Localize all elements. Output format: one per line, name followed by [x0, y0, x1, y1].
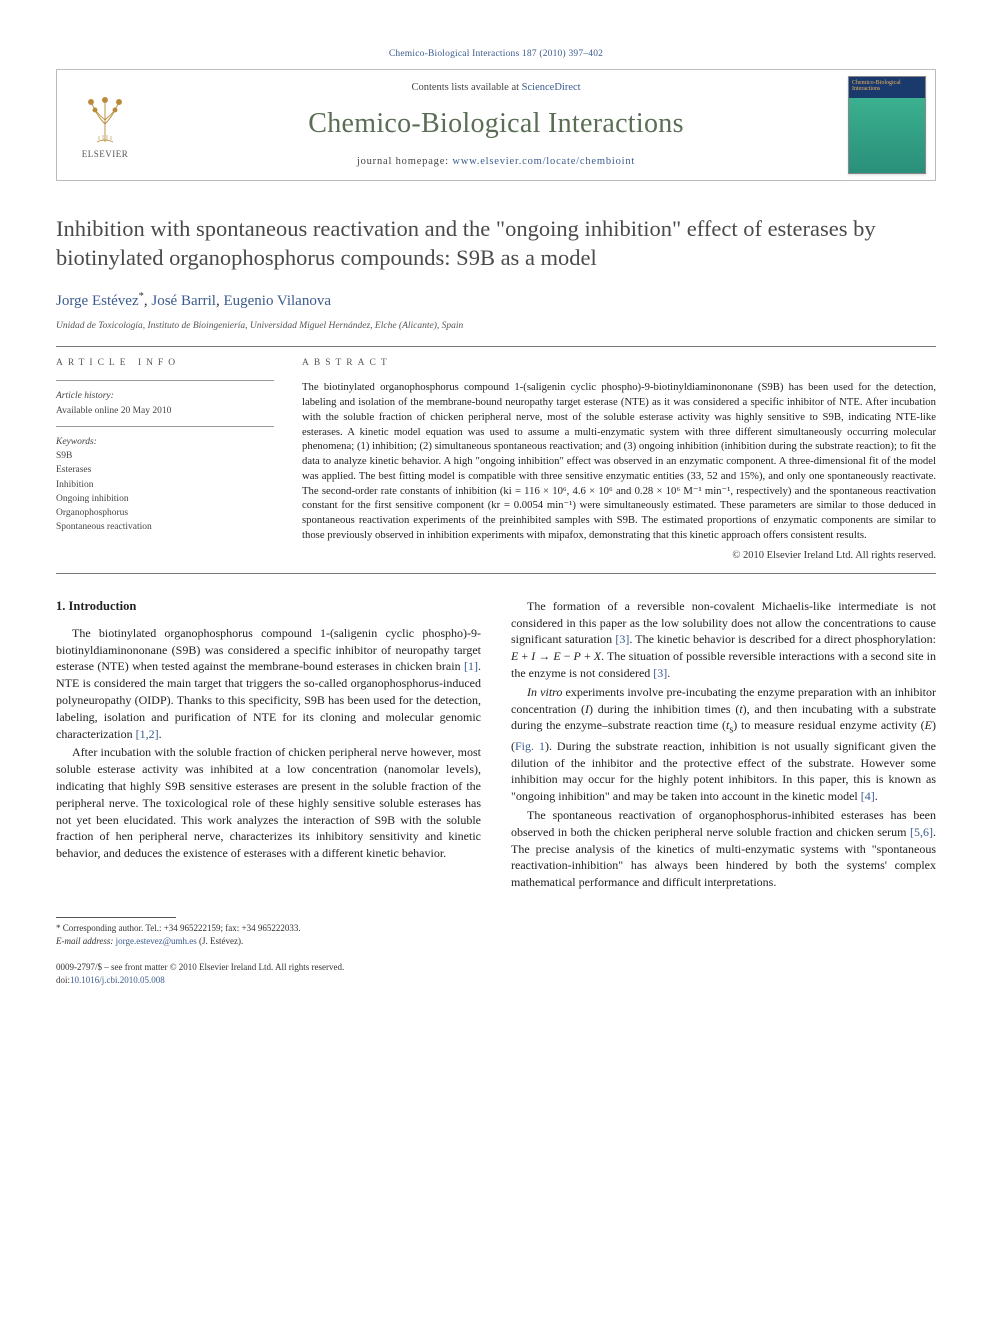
footnote-rule	[56, 917, 176, 918]
journal-citation: Chemico-Biological Interactions 187 (201…	[56, 48, 936, 61]
body-paragraph: The formation of a reversible non-covale…	[511, 598, 936, 682]
publisher-name: ELSEVIER	[82, 148, 129, 160]
journal-cover-thumb-block: Chemico-Biological Interactions	[839, 70, 935, 180]
author-link-1[interactable]: Jorge Estévez	[56, 293, 139, 309]
info-rule-1	[56, 380, 274, 381]
email-person: (J. Estévez).	[199, 936, 243, 946]
ref-link[interactable]: [1,2]	[136, 727, 159, 741]
authors-line: Jorge Estévez*, José Barril, Eugenio Vil…	[56, 290, 936, 311]
body-paragraph: The biotinylated organophosphorus compou…	[56, 625, 481, 743]
body-paragraph: The spontaneous reactivation of organoph…	[511, 807, 936, 891]
doi-link[interactable]: 10.1016/j.cbi.2010.05.008	[70, 975, 165, 985]
keyword-item: Ongoing inhibition	[56, 492, 274, 506]
sciencedirect-link[interactable]: ScienceDirect	[522, 82, 581, 93]
corresponding-author-note: * Corresponding author. Tel.: +34 965222…	[56, 922, 936, 935]
journal-name: Chemico-Biological Interactions	[308, 105, 684, 143]
keywords-list: S9B Esterases Inhibition Ongoing inhibit…	[56, 449, 274, 535]
abstract-heading: abstract	[302, 357, 936, 370]
rule-above-info	[56, 346, 936, 347]
article-info-heading: article info	[56, 357, 274, 370]
journal-cover-thumbnail: Chemico-Biological Interactions	[848, 76, 926, 174]
ref-link[interactable]: [3]	[615, 632, 629, 646]
author-name-1: Jorge Estévez	[56, 293, 139, 309]
corr-marker: *	[139, 291, 144, 302]
ref-link[interactable]: [1]	[464, 659, 478, 673]
author-link-2[interactable]: José Barril	[151, 293, 216, 309]
publisher-logo-block: ELSEVIER	[57, 70, 153, 180]
article-history-label: Article history:	[56, 389, 274, 403]
keyword-item: Organophosphorus	[56, 506, 274, 520]
article-title: Inhibition with spontaneous reactivation…	[56, 215, 936, 273]
doi-line: doi:10.1016/j.cbi.2010.05.008	[56, 974, 936, 987]
cover-mini-title: Chemico-Biological Interactions	[852, 80, 922, 93]
author-link-3[interactable]: Eugenio Vilanova	[223, 293, 331, 309]
keyword-item: Esterases	[56, 463, 274, 477]
keyword-item: S9B	[56, 449, 274, 463]
author-name-2: José Barril	[151, 293, 216, 309]
ref-link[interactable]: [3]	[653, 666, 667, 680]
abstract-copyright: © 2010 Elsevier Ireland Ltd. All rights …	[302, 549, 936, 563]
author-name-3: Eugenio Vilanova	[223, 293, 331, 309]
keyword-item: Inhibition	[56, 478, 274, 492]
article-body: 1. Introduction The biotinylated organop…	[56, 598, 936, 891]
body-paragraph: In vitro experiments involve pre-incubat…	[511, 684, 936, 805]
keywords-label: Keywords:	[56, 435, 274, 449]
affiliation: Unidad de Toxicología, Instituto de Bioi…	[56, 320, 936, 333]
contents-available-line: Contents lists available at ScienceDirec…	[411, 81, 580, 95]
ref-link[interactable]: [4]	[861, 789, 875, 803]
journal-homepage-line: journal homepage: www.elsevier.com/locat…	[357, 155, 635, 169]
article-history-value: Available online 20 May 2010	[56, 404, 274, 418]
body-paragraph: After incubation with the soluble fracti…	[56, 744, 481, 862]
contents-prefix: Contents lists available at	[411, 82, 521, 93]
footnotes: * Corresponding author. Tel.: +34 965222…	[56, 917, 936, 947]
page-footer: 0009-2797/$ – see front matter © 2010 El…	[56, 961, 936, 986]
ref-link[interactable]: [5,6]	[910, 825, 933, 839]
section-heading-introduction: 1. Introduction	[56, 598, 481, 615]
journal-masthead: ELSEVIER Contents lists available at Sci…	[56, 69, 936, 181]
email-label: E-mail address:	[56, 936, 113, 946]
journal-homepage-link[interactable]: www.elsevier.com/locate/chembioint	[452, 156, 635, 167]
abstract-text: The biotinylated organophosphorus compou…	[302, 380, 936, 542]
front-matter-line: 0009-2797/$ – see front matter © 2010 El…	[56, 961, 936, 974]
homepage-prefix: journal homepage:	[357, 156, 452, 167]
keyword-item: Spontaneous reactivation	[56, 520, 274, 534]
fig-link[interactable]: Fig. 1	[515, 739, 545, 753]
rule-below-abstract	[56, 573, 936, 574]
doi-prefix: doi:	[56, 975, 70, 985]
elsevier-tree-icon	[77, 90, 133, 146]
corr-email-link[interactable]: jorge.estevez@umh.es	[116, 936, 197, 946]
info-rule-2	[56, 426, 274, 427]
email-line: E-mail address: jorge.estevez@umh.es (J.…	[56, 935, 936, 948]
